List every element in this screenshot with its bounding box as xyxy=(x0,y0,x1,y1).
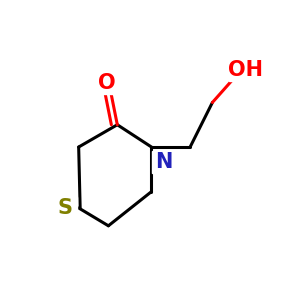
Bar xyxy=(96,72,118,94)
Text: O: O xyxy=(98,73,116,93)
Text: N: N xyxy=(155,152,172,172)
Text: OH: OH xyxy=(228,60,262,80)
Text: S: S xyxy=(58,198,73,218)
Bar xyxy=(54,197,76,219)
Bar xyxy=(229,58,262,81)
Bar xyxy=(152,151,175,173)
